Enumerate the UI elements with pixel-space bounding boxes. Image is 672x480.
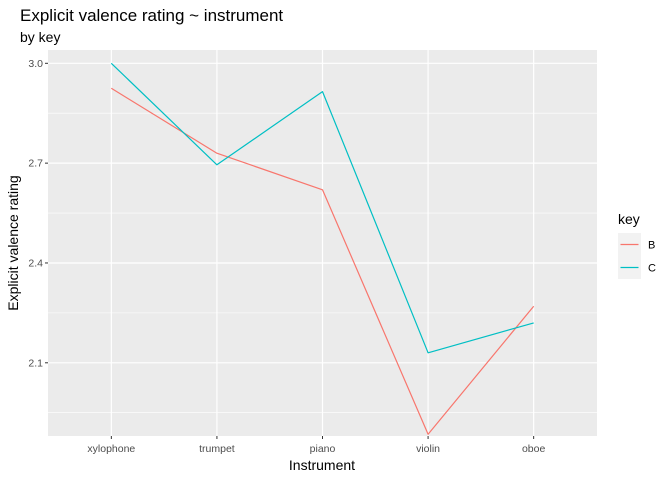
series-lines [110, 62, 535, 435]
x-axis: xylophone trumpet piano violin oboe [87, 436, 545, 455]
y-tick-label: 2.1 [28, 357, 43, 369]
y-axis: 2.1 2.4 2.7 3.0 [28, 58, 48, 369]
chart-subtitle: by key [20, 29, 60, 45]
x-axis-title: Instrument [289, 457, 355, 473]
y-tick-label: 3.0 [28, 58, 43, 70]
grid-major [48, 50, 597, 436]
legend-label-C: C [648, 263, 656, 275]
legend: key BC [618, 211, 656, 279]
x-tick-label: violin [416, 443, 440, 455]
series-line-C [110, 62, 534, 354]
y-tick-label: 2.7 [28, 158, 43, 170]
legend-label-B: B [648, 240, 655, 252]
x-tick-label: xylophone [87, 443, 135, 455]
y-axis-title: Explicit valence rating [5, 175, 21, 310]
chart-title: Explicit valence rating ~ instrument [20, 6, 283, 25]
x-tick-label: oboe [522, 443, 546, 455]
y-tick-label: 2.4 [28, 257, 43, 269]
legend-title: key [618, 211, 640, 227]
x-tick-label: piano [310, 443, 336, 455]
x-tick-label: trumpet [199, 443, 235, 455]
